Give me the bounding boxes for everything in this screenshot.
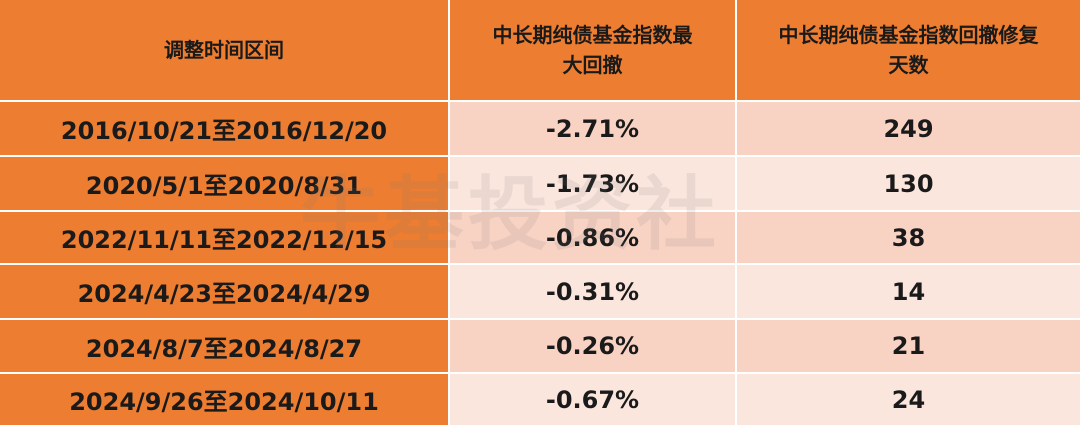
value-cell: 21 <box>737 320 1080 372</box>
period-cell: 2016/10/21至2016/12/20 <box>0 102 448 155</box>
value-cell: 38 <box>737 212 1080 263</box>
period-cell: 2022/11/11至2022/12/15 <box>0 212 448 263</box>
value-cell: 130 <box>737 157 1080 210</box>
value-cell: -2.71% <box>450 102 735 155</box>
value-cell: 249 <box>737 102 1080 155</box>
value-cell: -0.26% <box>450 320 735 372</box>
value-cell: -0.31% <box>450 265 735 318</box>
period-cell: 2024/8/7至2024/8/27 <box>0 320 448 372</box>
value-cell: -0.67% <box>450 374 735 425</box>
period-cell: 2024/9/26至2024/10/11 <box>0 374 448 425</box>
header-cell: 调整时间区间 <box>0 0 448 100</box>
period-cell: 2024/4/23至2024/4/29 <box>0 265 448 318</box>
value-cell: 24 <box>737 374 1080 425</box>
value-cell: -0.86% <box>450 212 735 263</box>
period-cell: 2020/5/1至2020/8/31 <box>0 157 448 210</box>
value-cell: -1.73% <box>450 157 735 210</box>
header-cell: 中长期纯债基金指数最大回撤 <box>450 0 735 100</box>
value-cell: 14 <box>737 265 1080 318</box>
header-cell: 中长期纯债基金指数回撤修复天数 <box>737 0 1080 100</box>
